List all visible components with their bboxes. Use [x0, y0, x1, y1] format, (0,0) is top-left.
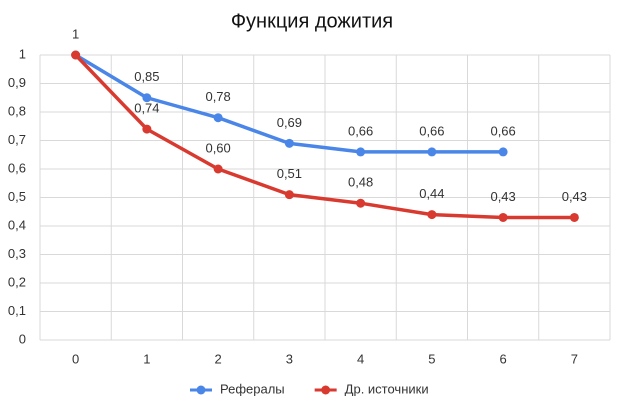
x-tick-label: 6: [500, 351, 507, 366]
data-label: 0,51: [277, 166, 302, 181]
data-point: [213, 113, 223, 123]
x-tick-label: 0: [72, 351, 79, 366]
data-label: 0,66: [490, 123, 515, 138]
data-label: 0,44: [419, 186, 444, 201]
y-tick-label: 0,2: [8, 274, 26, 289]
x-tick-label: 5: [428, 351, 435, 366]
y-tick-label: 0,4: [8, 217, 26, 232]
x-tick-label: 7: [571, 351, 578, 366]
data-label: 0,48: [348, 175, 373, 190]
data-label: 0,60: [205, 140, 230, 155]
y-tick-label: 1: [19, 46, 26, 61]
data-label: 0,69: [277, 115, 302, 130]
data-point: [356, 198, 366, 208]
data-point: [356, 147, 366, 157]
data-point: [71, 50, 81, 60]
x-tick-label: 4: [357, 351, 364, 366]
data-label: 0,85: [134, 69, 159, 84]
y-tick-label: 0: [19, 331, 26, 346]
data-point: [498, 212, 508, 222]
series-line: [74, 53, 575, 220]
legend-marker: [196, 385, 206, 395]
data-label: 1: [72, 26, 79, 41]
y-tick-label: 0,5: [8, 189, 26, 204]
y-tick-label: 0,1: [8, 303, 26, 318]
y-tick-label: 0,9: [8, 75, 26, 90]
data-label: 0,66: [348, 123, 373, 138]
x-tick-label: 1: [143, 351, 150, 366]
data-label: 0,78: [205, 89, 230, 104]
x-tick-label: 2: [215, 351, 222, 366]
data-point: [142, 124, 152, 134]
data-point: [284, 190, 294, 200]
data-point: [427, 210, 437, 220]
chart-title: Функция дожития: [231, 10, 393, 32]
y-tick-label: 0,8: [8, 103, 26, 118]
y-tick-label: 0,7: [8, 132, 26, 147]
data-label: 0,43: [490, 189, 515, 204]
data-label: 0,66: [419, 123, 444, 138]
y-tick-label: 0,3: [8, 246, 26, 261]
data-point: [142, 93, 152, 103]
data-point: [569, 212, 579, 222]
legend-label: Др. источники: [345, 381, 429, 396]
data-point: [427, 147, 437, 157]
y-tick-label: 0,6: [8, 160, 26, 175]
data-point: [213, 164, 223, 174]
legend-label: Рефералы: [220, 381, 285, 396]
data-point: [498, 147, 508, 157]
legend-marker: [321, 385, 331, 395]
data-label: 0,74: [134, 101, 159, 116]
data-label: 0,43: [562, 189, 587, 204]
x-tick-label: 3: [286, 351, 293, 366]
data-point: [284, 138, 294, 148]
